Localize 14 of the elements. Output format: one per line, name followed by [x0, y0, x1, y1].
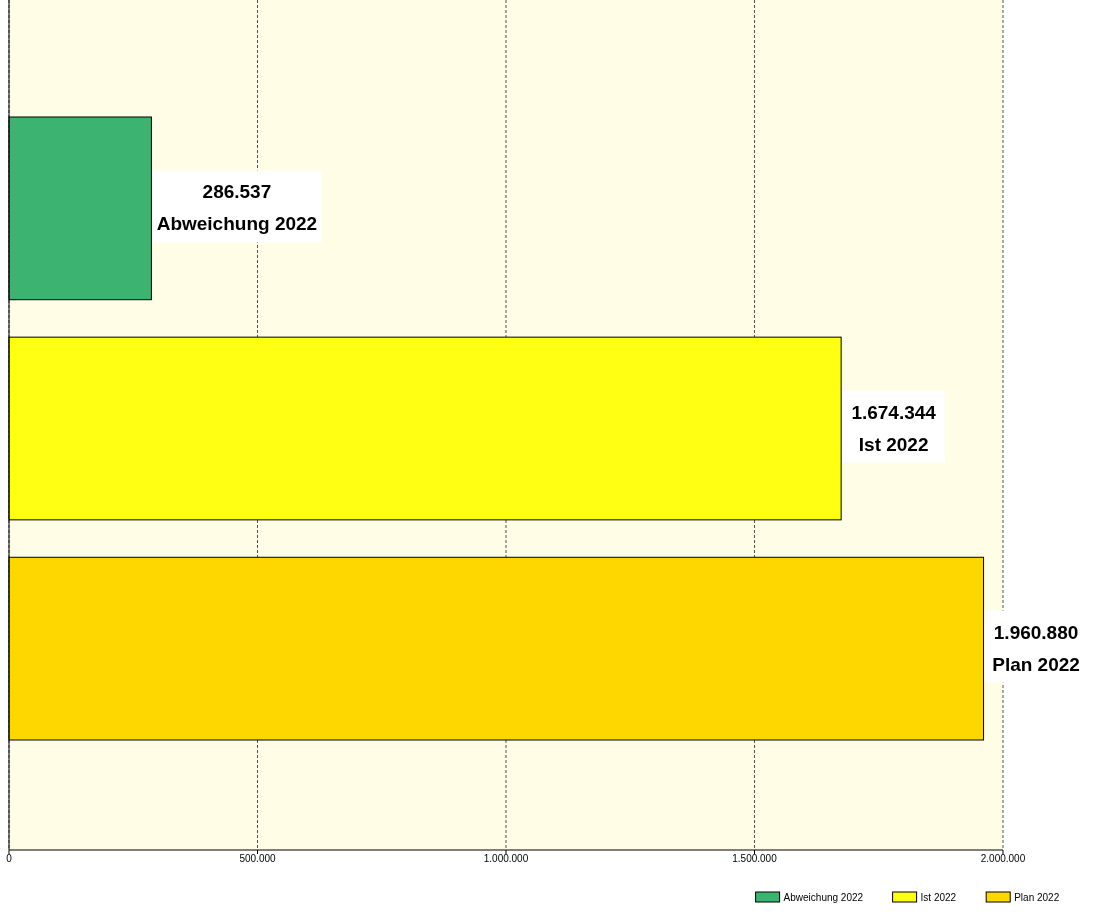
x-tick-label: 1.500.000 — [732, 853, 778, 864]
data-label: 1.674.344 — [851, 401, 937, 423]
data-label: 1.960.880 — [993, 621, 1079, 643]
legend-label: Abweichung 2022 — [783, 892, 864, 903]
text: Plan 2022 — [992, 653, 1080, 675]
text: Abweichung 2022 — [156, 213, 318, 235]
x-tick-label: 500.000 — [239, 853, 277, 864]
x-tick-label: 1.000.000 — [483, 853, 529, 864]
data-label: 286.537 — [202, 181, 272, 203]
legend-label: Plan 2022 — [1014, 892, 1060, 903]
text: Ist 2022 — [858, 433, 929, 455]
x-tick-label: 0 — [6, 853, 13, 864]
legend-label: Ist 2022 — [920, 892, 957, 903]
x-tick-label: 2.000.000 — [980, 853, 1026, 864]
